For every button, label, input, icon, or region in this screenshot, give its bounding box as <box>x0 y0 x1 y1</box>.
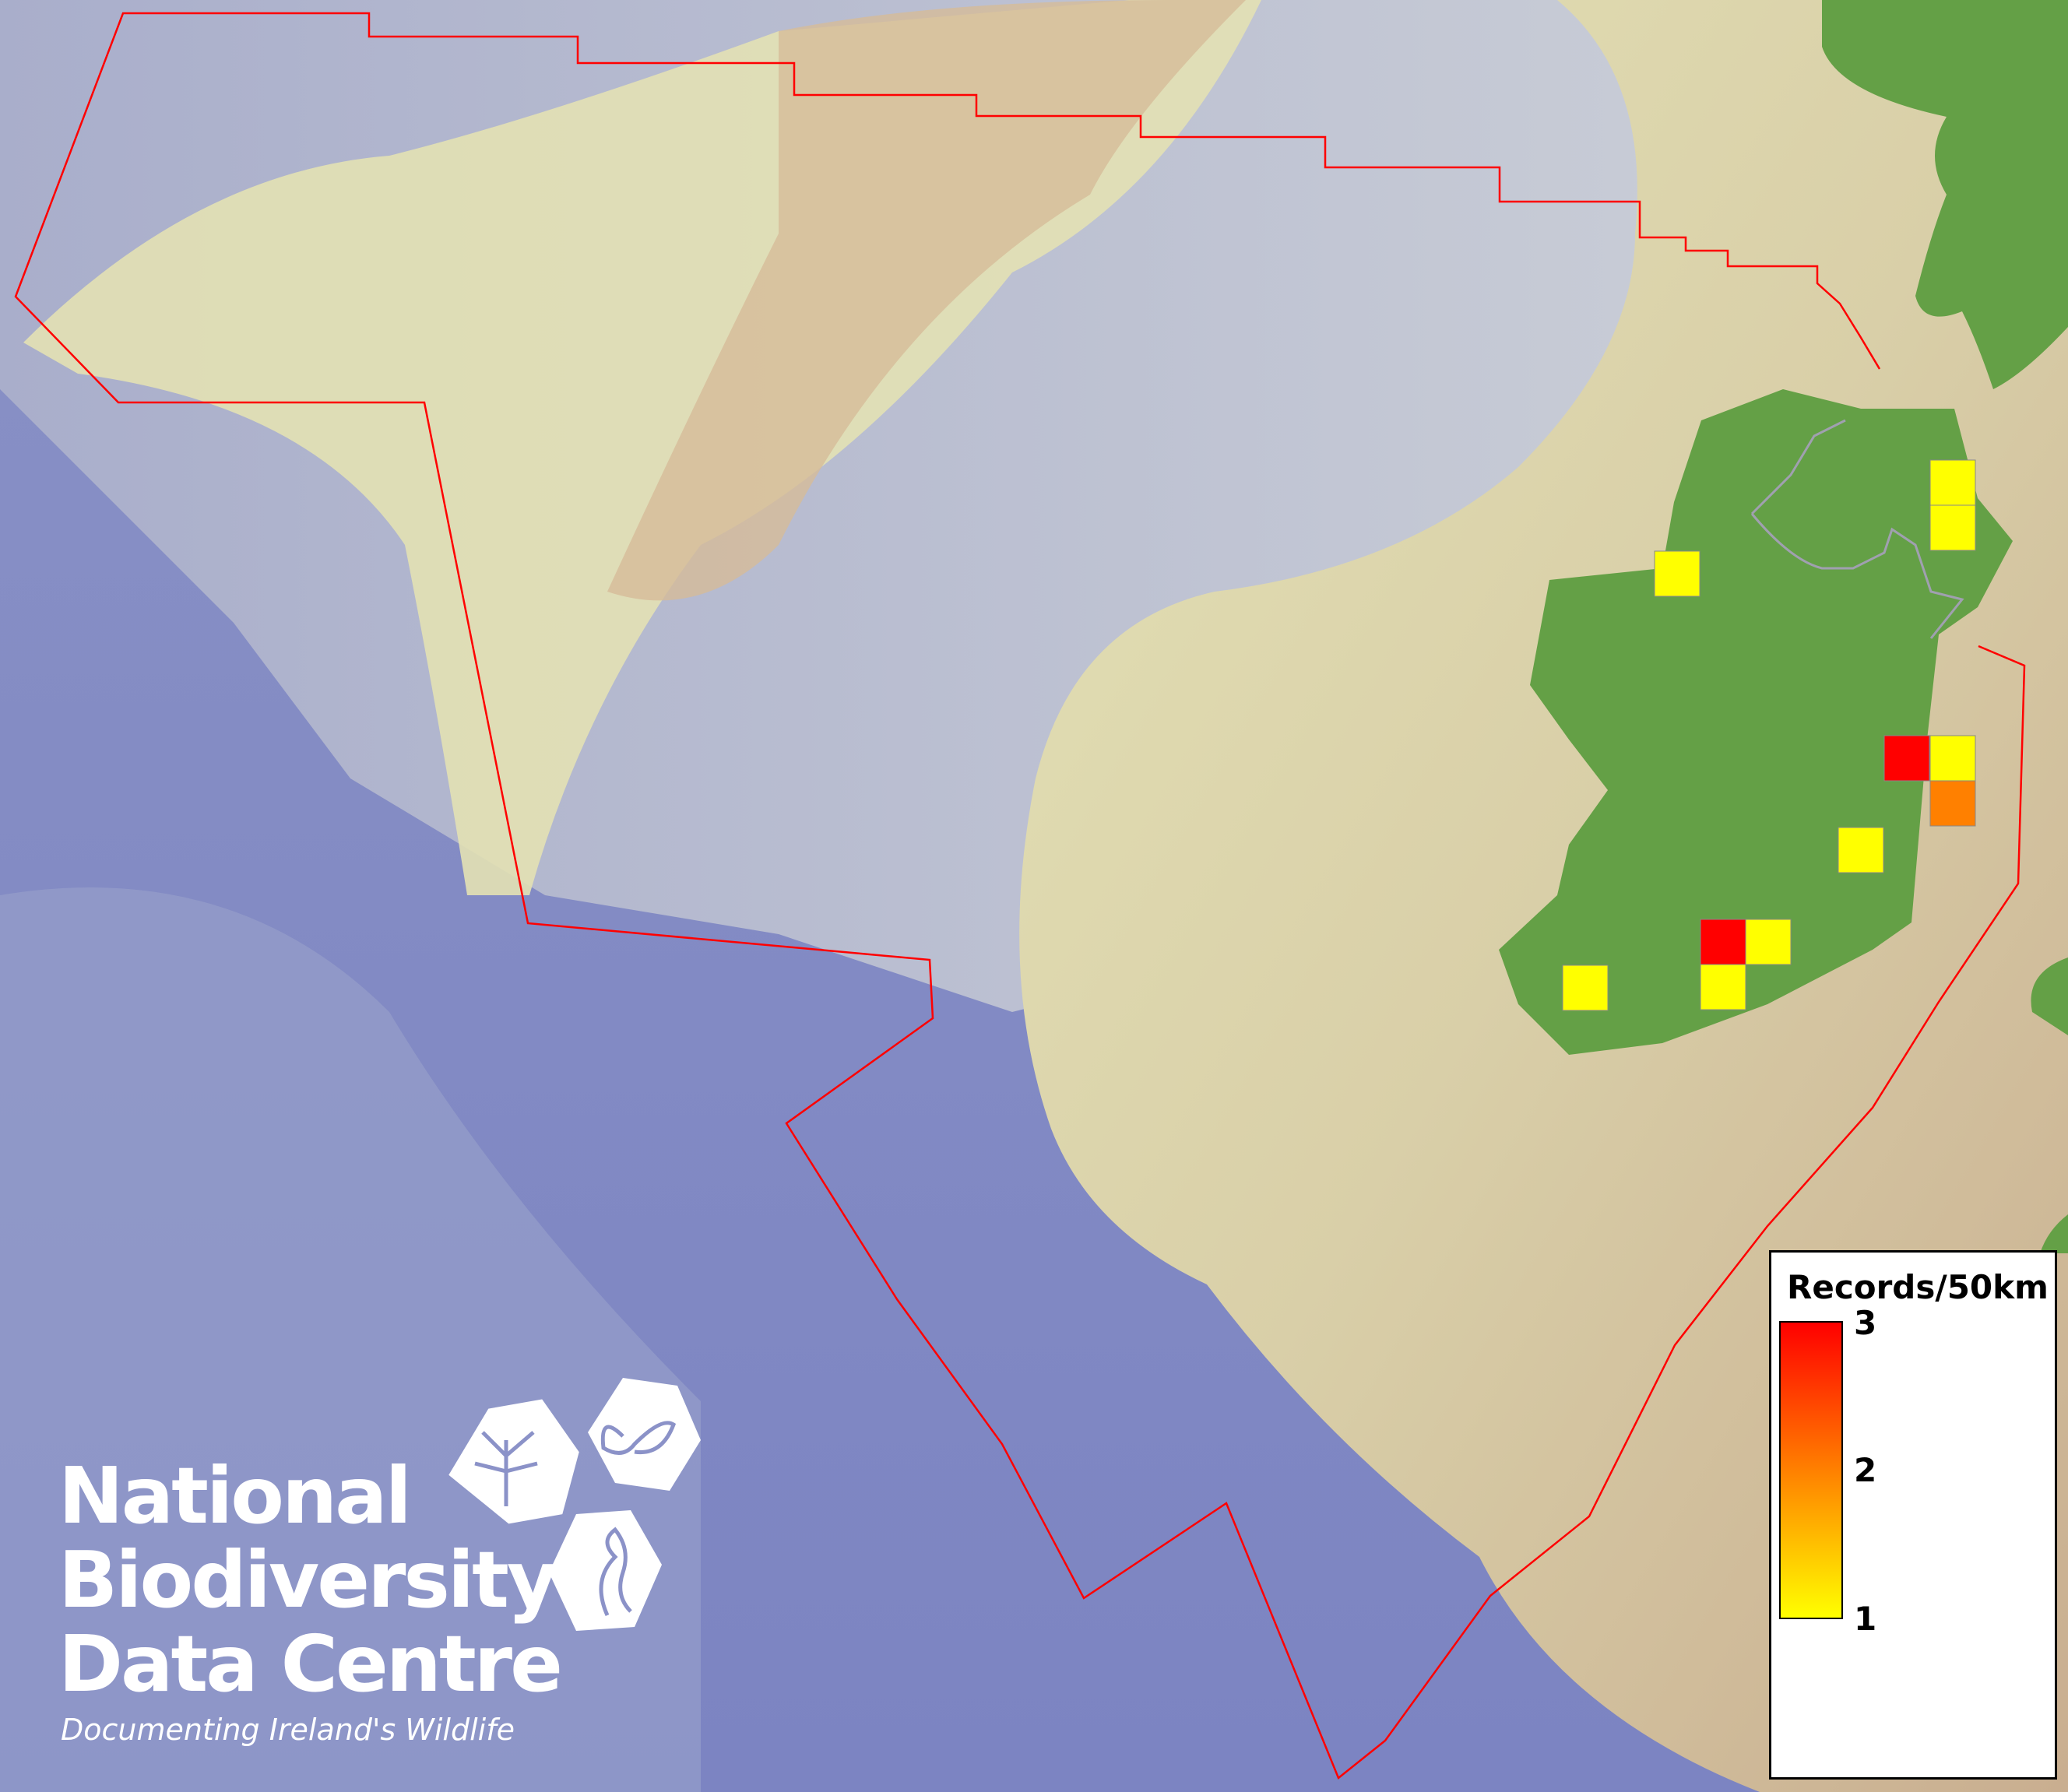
ireland-land <box>1499 389 2013 1055</box>
logo-text-biodiversity: Biodiversity <box>58 1534 557 1625</box>
grid-cell-south-east-inland[interactable] <box>1838 827 1884 873</box>
grid-cell-south[interactable] <box>1700 919 1746 965</box>
ni-border <box>1750 419 1964 639</box>
grid-cell-south[interactable] <box>1745 919 1792 965</box>
grid-cell-south-west[interactable] <box>1562 965 1609 1011</box>
logo-text-data-centre: Data Centre <box>58 1618 563 1709</box>
grid-cell-east[interactable] <box>1929 735 1976 782</box>
legend-min-label: 1 <box>1854 1600 1877 1638</box>
logo-text-national: National <box>58 1450 412 1541</box>
grid-cell-south[interactable] <box>1700 964 1746 1010</box>
grid-cell-north-east[interactable] <box>1929 459 1976 506</box>
grid-cell-east[interactable] <box>1883 735 1930 782</box>
logo-tagline: Documenting Ireland's Wildlife <box>61 1713 515 1747</box>
grid-cell-north-west[interactable] <box>1654 550 1700 597</box>
legend-mid-label: 2 <box>1854 1451 1877 1489</box>
legend-title: Records/50km <box>1787 1268 2049 1306</box>
tree-hexagon-icon <box>448 1399 579 1524</box>
grid-cell-east[interactable] <box>1929 780 1976 827</box>
legend: Records/50km 3 2 1 <box>1769 1250 2057 1780</box>
legend-max-label: 3 <box>1854 1304 1877 1342</box>
logo-emblem <box>448 1378 701 1631</box>
legend-colorbar <box>1779 1321 1843 1619</box>
porcupine-shelf <box>607 0 1246 601</box>
grid-cell-north-east[interactable] <box>1929 504 1976 551</box>
scotland-land <box>1822 0 2068 389</box>
eez-boundary <box>14 12 2026 1780</box>
grid-cells-layer <box>1562 459 1976 1011</box>
britain-land <box>2031 957 2068 1253</box>
abyssal-hills <box>0 887 701 1792</box>
